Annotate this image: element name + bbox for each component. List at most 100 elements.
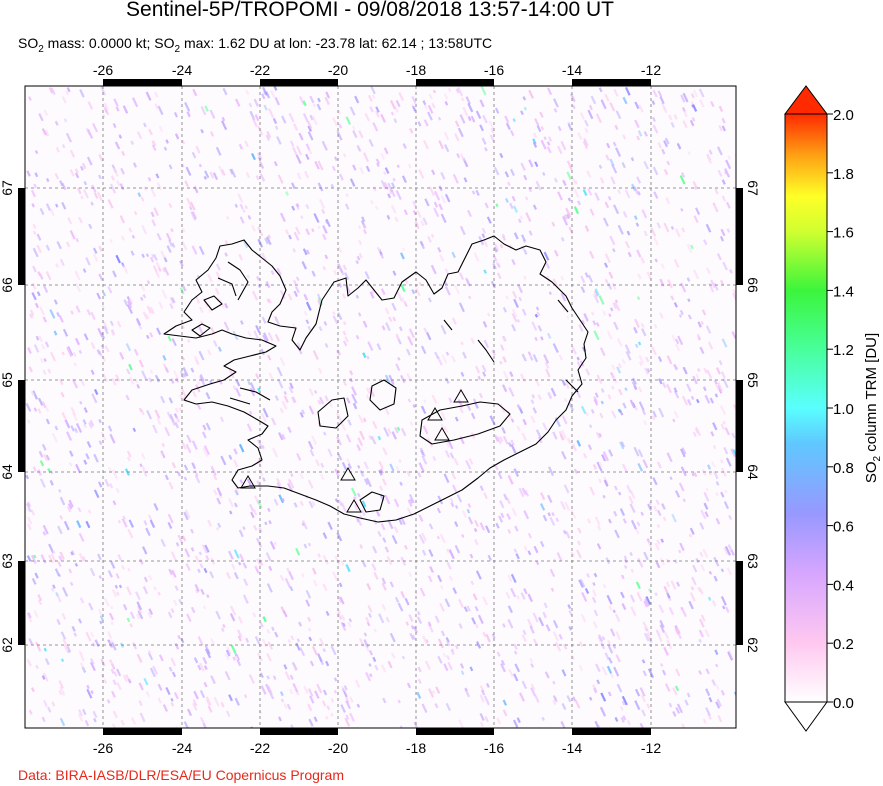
so2-pixel (85, 453, 90, 460)
so2-pixel (167, 521, 173, 529)
so2-pixel (552, 343, 559, 353)
so2-pixel (209, 171, 215, 179)
so2-pixel (39, 306, 45, 316)
so2-pixel (608, 449, 614, 457)
so2-pixel (720, 595, 727, 606)
so2-pixel (409, 421, 414, 427)
so2-pixel (663, 646, 669, 656)
so2-pixel (233, 448, 238, 455)
so2-pixel (439, 254, 445, 262)
so2-pixel (608, 657, 613, 664)
so2-pixel (42, 672, 49, 682)
so2-pixel (239, 320, 244, 325)
so2-pixel (700, 509, 707, 520)
so2-pixel (406, 682, 412, 689)
so2-pixel (609, 102, 616, 112)
so2-pixel (433, 190, 441, 201)
so2-pixel (391, 431, 398, 440)
so2-pixel (196, 403, 202, 410)
so2-pixel (511, 324, 517, 332)
so2-pixel (579, 112, 585, 120)
so2-pixel (581, 319, 585, 325)
so2-pixel (406, 470, 411, 477)
so2-pixel (710, 431, 715, 437)
so2-pixel (376, 343, 382, 351)
so2-pixel (598, 164, 603, 169)
so2-pixel (101, 304, 106, 310)
so2-pixel (31, 203, 35, 208)
so2-pixel (653, 237, 659, 246)
so2-pixel (73, 632, 78, 637)
so2-pixel (586, 170, 592, 178)
so2-pixel (512, 290, 518, 299)
so2-pixel (521, 432, 527, 441)
so2-pixel (273, 541, 277, 546)
so2-pixel (467, 116, 472, 122)
so2-pixel (318, 326, 323, 332)
so2-pixel (576, 439, 582, 447)
so2-pixel (90, 661, 96, 672)
so2-pixel (287, 482, 294, 493)
so2-pixel (398, 91, 405, 101)
so2-pixel (663, 222, 670, 233)
so2-pixel (381, 582, 387, 591)
so2-pixel (142, 122, 147, 128)
so2-pixel (141, 253, 145, 258)
so2-pixel (648, 637, 653, 644)
so2-pixel (92, 642, 96, 647)
so2-pixel (141, 466, 146, 471)
so2-pixel (264, 237, 269, 245)
so2-pixel (584, 272, 589, 278)
so2-pixel (496, 717, 501, 725)
so2-pixel (674, 559, 678, 564)
so2-pixel (686, 383, 692, 392)
so2-pixel (611, 373, 618, 384)
so2-pixel (418, 534, 425, 544)
so2-pixel (271, 417, 277, 426)
so2-pixel (584, 127, 589, 134)
so2-pixel (673, 302, 678, 308)
so2-pixel (221, 120, 228, 131)
so2-pixel (317, 97, 321, 103)
so2-pixel (224, 670, 231, 681)
so2-pixel (459, 153, 466, 162)
so2-pixel (246, 423, 253, 432)
so2-pixel (116, 180, 121, 187)
so2-pixel (48, 543, 55, 554)
so2-pixel (356, 444, 362, 452)
so2-pixel (561, 429, 567, 439)
so2-pixel (263, 332, 269, 342)
so2-pixel (168, 666, 173, 672)
so2-pixel (281, 433, 286, 440)
so2-pixel (37, 397, 44, 406)
so2-pixel (215, 527, 220, 531)
so2-pixel (42, 531, 47, 536)
lat-tick-label: 64 (745, 464, 761, 480)
so2-pixel (614, 485, 618, 491)
so2-pixel (195, 145, 201, 154)
so2-pixel (732, 289, 736, 295)
so2-pixel (238, 143, 244, 150)
so2-pixel (478, 392, 484, 399)
lon-tick-label: -16 (484, 62, 504, 78)
so2-pixel (253, 98, 259, 107)
so2-pixel (688, 600, 694, 610)
so2-pixel (502, 235, 506, 241)
so2-pixel (420, 220, 425, 227)
so2-pixel (637, 130, 643, 137)
so2-pixel (156, 182, 163, 191)
so2-pixel (26, 507, 30, 512)
so2-pixel (477, 375, 482, 380)
so2-pixel (65, 431, 73, 441)
so2-pixel (337, 246, 343, 254)
so2-pixel (523, 106, 528, 111)
so2-pixel (273, 86, 278, 91)
so2-pixel (479, 694, 485, 703)
so2-pixel (59, 180, 64, 187)
so2-pixel (65, 241, 71, 248)
so2-pixel (226, 571, 231, 580)
so2-pixel (250, 511, 255, 519)
so2-pixel (146, 334, 150, 339)
so2-pixel (322, 225, 328, 234)
so2-pixel (637, 341, 642, 346)
